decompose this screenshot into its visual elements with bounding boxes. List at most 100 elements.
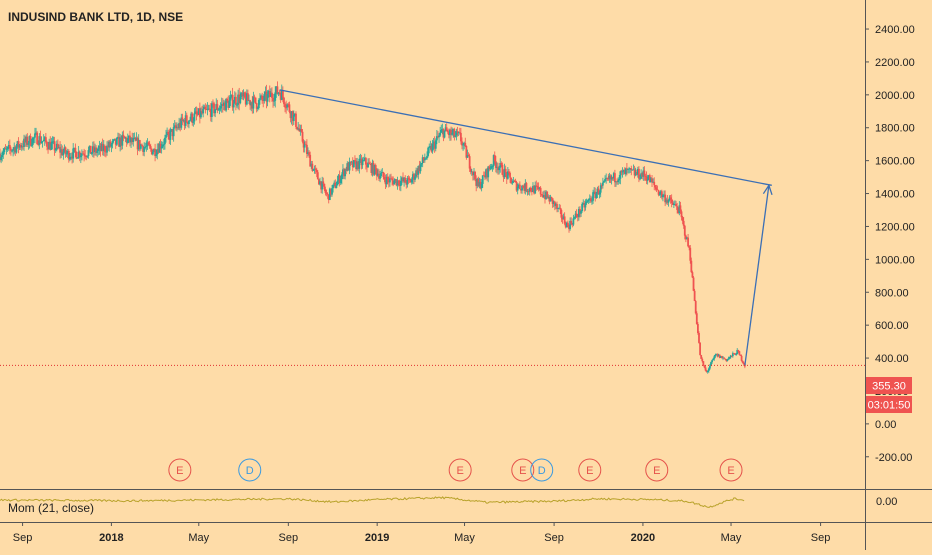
candle-body	[594, 191, 597, 199]
candle-body	[618, 178, 621, 181]
candle-body	[611, 177, 614, 179]
candle-body	[576, 216, 579, 218]
candle-body	[349, 161, 352, 163]
earnings-marker[interactable]	[448, 458, 472, 482]
candle-body	[190, 113, 193, 120]
candle-body	[119, 137, 122, 147]
candle-body	[422, 157, 425, 161]
candle-body	[672, 204, 675, 205]
candle-body	[264, 91, 267, 95]
resistance-trendline[interactable]	[279, 89, 772, 186]
candle-body	[15, 146, 18, 153]
candle-body	[262, 99, 265, 102]
candle-body	[723, 357, 726, 359]
candle-body	[373, 165, 376, 175]
candle-body	[410, 179, 413, 183]
candle-body	[454, 135, 457, 137]
candle-body	[290, 111, 293, 119]
candle-body	[577, 209, 580, 217]
earnings-marker[interactable]	[645, 458, 669, 482]
candle-body	[421, 157, 424, 163]
candle-body	[43, 137, 46, 140]
candle-body	[523, 187, 526, 191]
candle-body	[25, 136, 28, 143]
candle-body	[53, 141, 56, 151]
candle-body	[491, 165, 494, 167]
candle-body	[118, 136, 120, 147]
candle-body	[73, 147, 76, 149]
earnings-marker[interactable]	[511, 458, 535, 482]
dividend-marker-label: D	[246, 465, 254, 477]
candle-body	[487, 166, 490, 178]
candle-body	[148, 144, 151, 147]
earnings-marker[interactable]	[168, 458, 192, 482]
candle-body	[222, 102, 225, 106]
candle-body	[306, 144, 308, 154]
candle-body	[599, 185, 602, 193]
candle-body	[680, 211, 683, 218]
candle-body	[42, 139, 45, 142]
candle-body	[629, 168, 632, 169]
candle-body	[548, 196, 551, 202]
candle-body	[522, 185, 525, 188]
candle-body	[331, 188, 333, 195]
candle-body	[695, 313, 698, 325]
candle-body	[297, 128, 300, 130]
candle-body	[276, 86, 279, 94]
candle-body	[691, 272, 694, 278]
candle-body	[23, 138, 25, 147]
candle-body	[242, 92, 245, 97]
candle-body	[77, 151, 80, 158]
candle-body	[524, 183, 527, 191]
candle-body	[728, 357, 731, 359]
candle-body	[166, 131, 169, 135]
candle-body	[8, 145, 11, 149]
candle-body	[462, 144, 464, 146]
dividend-marker[interactable]	[530, 458, 554, 482]
candle-body	[678, 205, 681, 213]
candle-body	[565, 222, 568, 228]
candle-body	[121, 134, 124, 146]
candle-body	[184, 115, 187, 126]
candle-body	[125, 137, 128, 143]
candle-body	[620, 171, 623, 173]
candle-body	[4, 148, 7, 150]
candle-body	[232, 103, 235, 108]
candle-body	[315, 169, 318, 173]
candle-body	[418, 166, 421, 172]
candle-body	[650, 178, 652, 183]
candle-body	[30, 145, 33, 146]
earnings-marker[interactable]	[578, 458, 602, 482]
candle-body	[582, 203, 585, 204]
dividend-marker[interactable]	[238, 458, 262, 482]
candle-body	[703, 365, 706, 368]
candle-body	[233, 96, 236, 104]
candle-body	[277, 92, 280, 94]
candle-body	[384, 179, 387, 185]
candle-body	[714, 354, 717, 357]
candle-body	[324, 189, 327, 193]
candle-body	[482, 175, 485, 177]
candle-body	[291, 111, 294, 122]
candle-body	[97, 148, 100, 152]
candle-body	[593, 191, 596, 193]
candle-body	[385, 176, 388, 185]
projection-arrow[interactable]	[744, 185, 770, 366]
candle-body	[267, 91, 270, 95]
candle-body	[48, 141, 51, 150]
candle-body	[737, 350, 740, 352]
candle-body	[470, 171, 473, 173]
momentum-line	[0, 496, 745, 508]
candle-body	[532, 186, 534, 192]
candle-body	[655, 187, 658, 190]
candle-body	[321, 181, 324, 190]
candle-body	[705, 370, 708, 372]
candle-body	[605, 178, 608, 180]
candle-body	[484, 175, 486, 178]
earnings-marker[interactable]	[719, 458, 743, 482]
x-tick-label: May	[454, 532, 475, 544]
candle-body	[441, 129, 444, 130]
candle-body	[245, 93, 248, 105]
